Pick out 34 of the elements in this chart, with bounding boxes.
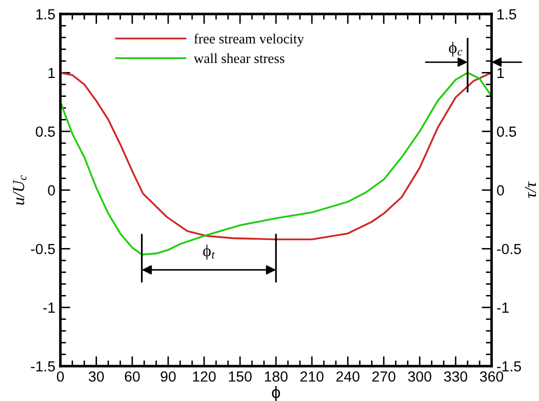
x-tick-label: 30 — [88, 371, 104, 382]
y2-tick-label: 1 — [498, 68, 504, 78]
legend-label: free stream velocity — [194, 34, 304, 46]
x-tick-label: 180 — [264, 371, 288, 382]
y2-tick-label: 0.5 — [497, 126, 516, 137]
x-tick-label: 90 — [160, 371, 176, 382]
y2-tick-label: -1 — [497, 302, 509, 313]
x-tick-label: 120 — [193, 371, 216, 382]
x-axis-title: ϕ — [272, 386, 280, 401]
y-tick-label: 1 — [48, 68, 55, 78]
x-tick-label: 0 — [56, 371, 64, 382]
y2-tick-label: -0.5 — [497, 244, 521, 254]
y2-tick-label: -1.5 — [497, 361, 521, 372]
x-tick-label: 240 — [336, 371, 360, 382]
x-tick-label: 330 — [444, 371, 468, 382]
annotation: ϕ$_{t}$ — [203, 244, 215, 260]
x-tick-label: 270 — [372, 371, 396, 382]
x-tick-label: 150 — [228, 371, 252, 382]
y2-axis-title: τ/τ — [524, 181, 536, 198]
y2-tick-label: 0 — [497, 185, 504, 196]
y-tick-label: 1.5 — [36, 9, 55, 20]
x-tick-label: 360 — [480, 371, 504, 382]
x-tick-label: 300 — [408, 371, 432, 382]
y2-tick-label: 1.5 — [498, 9, 516, 20]
annotation: ϕ$_{c}$ — [448, 42, 462, 57]
legend-label: wall shear stress — [194, 53, 284, 64]
x-tick-label: 60 — [124, 371, 140, 382]
x-tick-label: 210 — [300, 371, 324, 382]
y-tick-label: -1 — [43, 302, 55, 313]
y-tick-label: -0.5 — [31, 244, 55, 254]
y-tick-label: -1.5 — [31, 361, 55, 372]
y-axis-title: u/U$_{c}$ — [13, 175, 26, 205]
y-tick-label: 0 — [48, 185, 55, 196]
y-tick-label: 0.5 — [36, 126, 55, 137]
